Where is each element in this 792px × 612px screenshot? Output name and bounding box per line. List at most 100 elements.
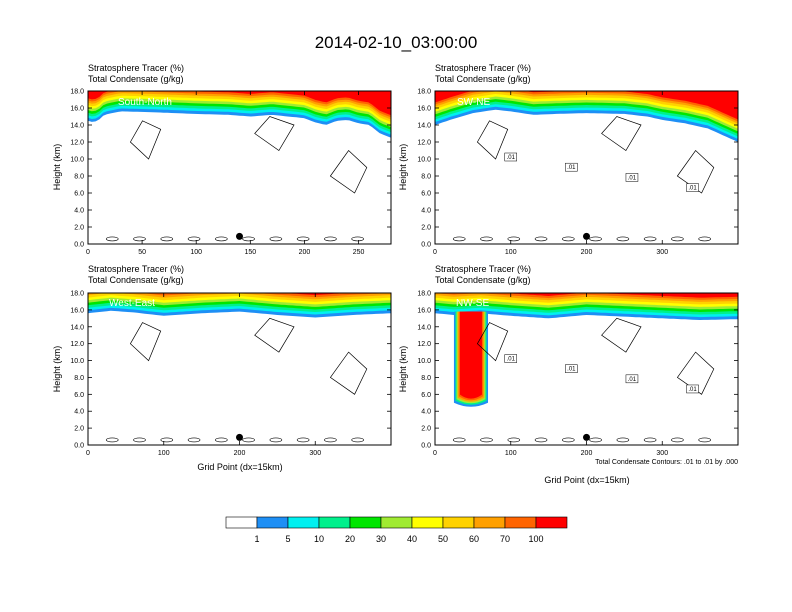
colorbar-label: 40 <box>407 534 417 544</box>
y-tick-label: 16.0 <box>417 106 431 113</box>
condensate-contour <box>296 437 310 443</box>
condensate-contour <box>671 437 684 443</box>
condensate-contour <box>324 236 337 242</box>
y-tick-label: 18.0 <box>417 89 431 96</box>
panel-header-tracer: Stratosphere Tracer (%) <box>435 63 531 73</box>
condensate-contour <box>507 437 521 443</box>
condensate-contour <box>329 351 368 395</box>
y-tick-label: 6.0 <box>74 191 84 198</box>
y-tick-label: 6.0 <box>421 191 431 198</box>
contour-label: .01 <box>567 165 576 171</box>
y-tick-label: 2.0 <box>421 225 431 232</box>
condensate-contour <box>215 236 228 242</box>
condensate-contour <box>698 236 711 242</box>
y-tick-label: 6.0 <box>74 392 84 399</box>
condensate-contour <box>601 317 642 353</box>
condensate-contour <box>242 437 255 443</box>
y-tick-label: 8.0 <box>74 375 84 382</box>
condensate-contour <box>129 322 162 362</box>
y-tick-label: 16.0 <box>70 307 84 314</box>
panel-west-east: Stratosphere Tracer (%) Total Condensate… <box>52 264 392 472</box>
tracer-band <box>88 91 391 116</box>
y-axis-label: Height (km) <box>398 144 408 191</box>
x-tick-label: 100 <box>505 450 517 457</box>
condensate-contour <box>562 437 575 443</box>
condensate-contour <box>671 236 684 242</box>
condensate-contour <box>351 437 364 443</box>
x-tick-label: 250 <box>353 249 365 256</box>
condensate-contour <box>643 236 657 242</box>
y-tick-label: 14.0 <box>417 324 431 331</box>
panel-header-tracer: Stratosphere Tracer (%) <box>88 264 184 274</box>
y-tick-label: 16.0 <box>417 307 431 314</box>
colorbar-label: 20 <box>345 534 355 544</box>
panel-header-condensate: Total Condensate (g/kg) <box>88 275 184 285</box>
x-tick-label: 0 <box>86 450 90 457</box>
contour-label: .01 <box>688 387 697 393</box>
y-tick-label: 4.0 <box>74 208 84 215</box>
contour-label-box <box>504 152 517 162</box>
x-tick-label: 200 <box>581 450 593 457</box>
contour-label-box <box>686 183 699 192</box>
plot-background <box>88 293 391 445</box>
y-tick-label: 18.0 <box>70 291 84 298</box>
contour-label-box <box>565 162 578 172</box>
contour-label: .01 <box>628 377 637 383</box>
condensate-contour <box>534 437 548 443</box>
contour-footnote: Total Condensate Contours: .01 to .01 by… <box>595 459 738 466</box>
contour-label: .01 <box>688 186 697 192</box>
y-tick-label: 4.0 <box>421 409 431 416</box>
y-tick-label: 2.0 <box>421 426 431 433</box>
colorbar-label: 1 <box>254 534 259 544</box>
panel-header-condensate: Total Condensate (g/kg) <box>435 74 531 84</box>
condensate-contour <box>698 437 711 443</box>
x-tick-label: 100 <box>158 450 170 457</box>
contour-label: .01 <box>507 155 516 161</box>
condensate-contour <box>589 437 602 443</box>
condensate-contour <box>480 437 493 443</box>
panel-label: NW-SE <box>456 298 489 309</box>
contour-label-box <box>565 364 578 373</box>
condensate-contour <box>534 236 548 242</box>
y-tick-label: 2.0 <box>74 225 84 232</box>
condensate-contour <box>476 322 509 362</box>
y-tick-label: 18.0 <box>70 89 84 96</box>
colorbar-label: 50 <box>438 534 448 544</box>
x-tick-label: 0 <box>86 249 90 256</box>
x-tick-label: 100 <box>190 249 202 256</box>
y-tick-label: 14.0 <box>70 324 84 331</box>
panel-header-tracer: Stratosphere Tracer (%) <box>88 63 184 73</box>
condensate-contour <box>452 437 466 443</box>
colorbar-swatch <box>318 516 351 529</box>
panel-label: South-North <box>118 97 172 108</box>
colorbar-swatch <box>535 516 568 529</box>
condensate-contour <box>643 437 657 443</box>
colorbar-swatch <box>287 516 320 529</box>
condensate-contour <box>133 437 146 443</box>
panel-sw-ne: Stratosphere Tracer (%) Total Condensate… <box>398 63 739 256</box>
condensate-contour <box>133 236 146 242</box>
condensate-contour <box>105 236 119 242</box>
y-axis-label: Height (km) <box>52 144 62 191</box>
x-tick-label: 200 <box>299 249 311 256</box>
colorbar-swatch <box>504 516 537 529</box>
x-tick-label: 300 <box>656 249 668 256</box>
x-axis-label: Grid Point (dx=15km) <box>544 475 629 485</box>
y-tick-label: 12.0 <box>70 341 84 348</box>
condensate-contour <box>296 236 310 242</box>
y-axis-label: Height (km) <box>398 346 408 393</box>
y-tick-label: 10.0 <box>70 157 84 164</box>
location-marker <box>236 433 243 441</box>
condensate-contour <box>329 149 368 194</box>
x-tick-label: 100 <box>505 249 517 256</box>
y-axis-label: Height (km) <box>52 346 62 393</box>
intrusion-layer <box>459 311 482 399</box>
x-tick-label: 200 <box>581 249 593 256</box>
location-marker <box>583 433 590 441</box>
colorbar-swatch <box>411 516 444 529</box>
condensate-contour <box>254 317 295 353</box>
field-group: .01 .01 .01 .01 <box>435 293 738 443</box>
y-tick-label: 18.0 <box>417 291 431 298</box>
colorbar-label: 5 <box>285 534 290 544</box>
